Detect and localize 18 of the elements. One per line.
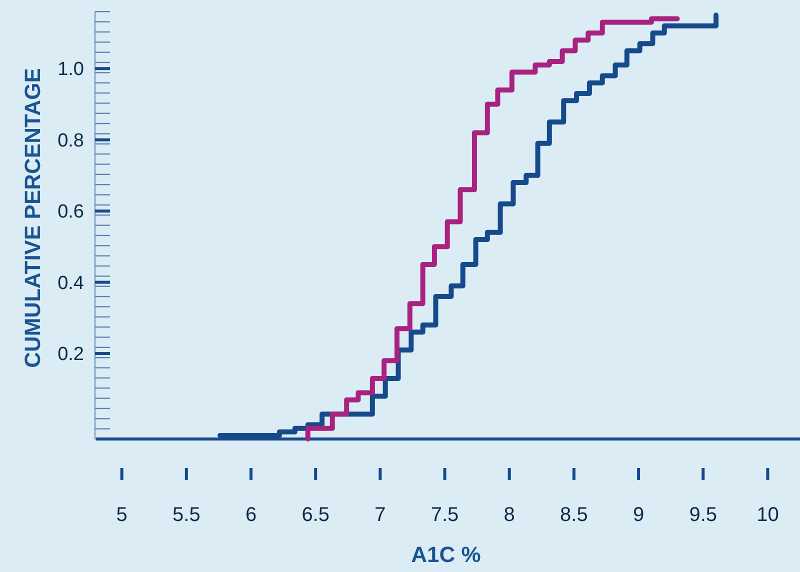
y-tick-label: 0.8 <box>58 130 84 152</box>
y-tick-label: 0.2 <box>58 344 84 366</box>
x-tick-label: 9.5 <box>689 504 718 526</box>
y-tick-label: 0.6 <box>58 202 84 223</box>
y-tick-label: 1.0 <box>58 59 84 80</box>
x-tick-label: 8 <box>504 504 515 526</box>
x-tick-label: 7.5 <box>430 504 459 526</box>
x-tick-label: 8.5 <box>560 504 588 526</box>
x-tick-label: 5 <box>116 504 128 526</box>
x-tick-label: 7 <box>374 504 386 526</box>
x-tick-label: 6.5 <box>302 504 330 526</box>
x-tick-label: 9 <box>632 504 644 526</box>
y-tick-label: 0.4 <box>58 272 84 294</box>
x-tick-label: 6 <box>245 504 257 526</box>
y-axis-title: CUMULATIVE PERCENTAGE <box>20 68 45 368</box>
x-tick-label: 5.5 <box>172 504 200 526</box>
x-axis-title: A1C % <box>411 542 481 567</box>
x-tick-label: 10 <box>756 504 779 526</box>
